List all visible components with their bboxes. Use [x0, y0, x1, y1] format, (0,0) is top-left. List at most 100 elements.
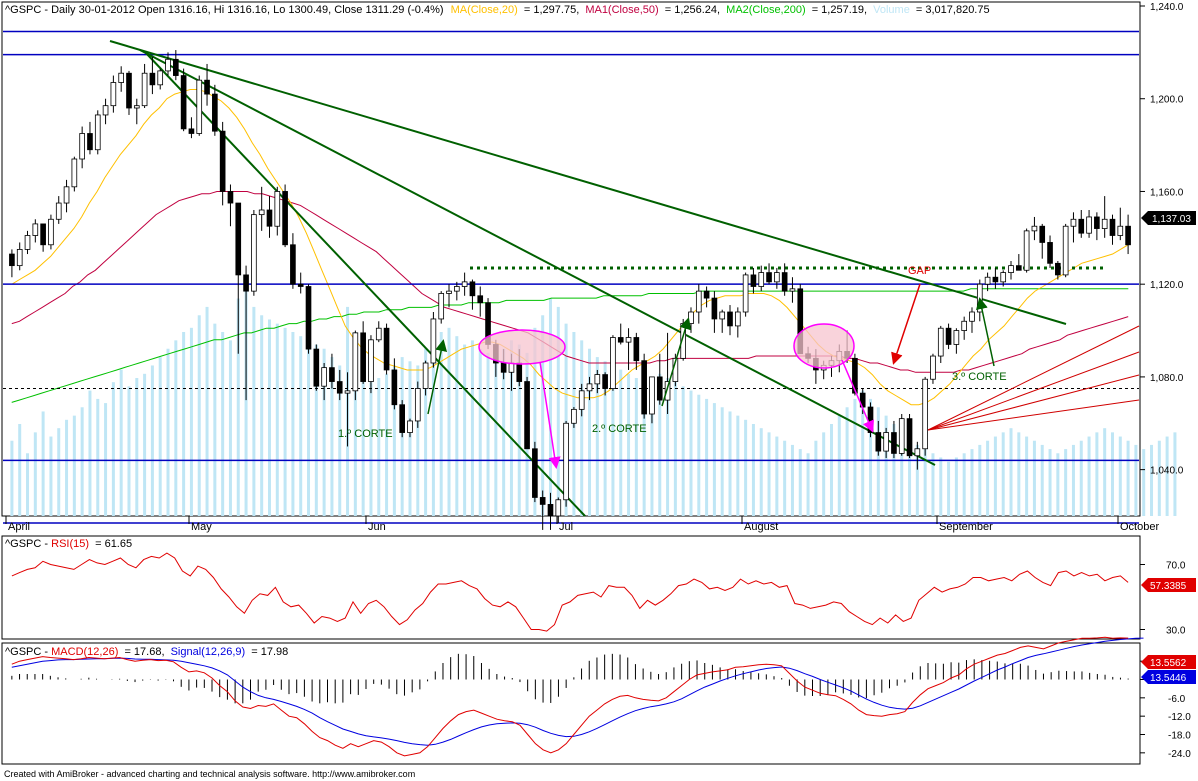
volume-bar	[1056, 453, 1060, 516]
candle-body-down	[992, 276, 999, 283]
candle	[9, 249, 15, 278]
candle-body-up	[594, 374, 601, 385]
volume-bar	[205, 306, 209, 516]
volume-bar	[1157, 440, 1161, 516]
price-tick-label: 1,200.0	[1150, 95, 1184, 106]
volume-bar	[1071, 444, 1075, 516]
candle-body-up	[758, 272, 765, 287]
macd-header-value: = 17.68,	[124, 646, 164, 658]
volume-bar	[463, 344, 467, 516]
volume-bar	[962, 453, 966, 516]
fan-line-4	[927, 399, 1140, 431]
candle	[422, 360, 429, 396]
volume-bar	[1032, 440, 1036, 516]
annotation-gap: GAP	[908, 265, 931, 277]
header-ma50-value: = 1,256.24,	[665, 4, 720, 16]
volume-bar	[845, 407, 849, 516]
candle-body-down	[875, 432, 882, 452]
volume-bar	[923, 449, 927, 516]
candle	[258, 186, 265, 231]
fan-lines	[927, 325, 1140, 431]
volume-bar	[783, 440, 787, 516]
volume-bar	[564, 323, 568, 516]
rsi-header-value: = 61.65	[95, 538, 132, 550]
candle-body-up	[1023, 230, 1030, 271]
candle-body-up	[555, 499, 562, 517]
candle-body-up	[664, 381, 671, 401]
volume-bar	[369, 382, 373, 516]
candle	[774, 267, 780, 289]
candle	[594, 369, 601, 394]
candle-body-down	[539, 497, 546, 505]
price-panel[interactable]	[1, 1, 1141, 517]
candle	[336, 369, 343, 401]
rsi-panel[interactable]	[1, 535, 1141, 640]
candle	[290, 233, 296, 289]
candle-body-up	[461, 281, 468, 287]
candle-body-down	[204, 79, 210, 95]
candle-body-up	[274, 191, 281, 227]
month-label: September	[939, 521, 993, 533]
volume-bar	[1142, 449, 1146, 516]
macd-tick-label: -24.0	[1168, 749, 1191, 760]
candle-body-down	[126, 72, 132, 109]
candle	[750, 267, 757, 294]
volume-bar	[416, 365, 420, 516]
candle-body-up	[883, 432, 889, 452]
arrow-magenta-1	[539, 361, 561, 469]
volume-bar	[72, 415, 76, 516]
candle-body-up	[930, 355, 936, 380]
volume-bar	[697, 394, 701, 516]
candle	[149, 57, 156, 95]
volume-bar	[182, 332, 186, 516]
candle	[586, 376, 593, 401]
candle-body-down	[477, 295, 484, 304]
candle-body-up	[1000, 272, 1007, 283]
last-price-tag: 1,137.03	[1141, 211, 1196, 225]
candle	[578, 383, 585, 417]
candle	[477, 286, 484, 317]
candle	[922, 376, 928, 456]
candle-body-down	[188, 128, 195, 134]
volume-bar	[993, 436, 997, 516]
candle-body-down	[469, 281, 476, 297]
volume-bar	[869, 398, 873, 516]
trend-line-mid	[139, 49, 936, 466]
macd-path	[11, 636, 1129, 757]
volume-bar	[931, 453, 935, 516]
candle-body-up	[94, 114, 101, 151]
candle-body-up	[688, 311, 694, 324]
candle	[48, 214, 54, 250]
candle	[961, 316, 968, 340]
volume-bar	[837, 415, 841, 516]
candle	[930, 353, 936, 384]
candle	[227, 184, 234, 227]
header-ma200-label: MA2(Close,200)	[726, 4, 805, 16]
trend-line-long	[109, 40, 1067, 325]
candle	[305, 284, 312, 354]
candle-body-up	[961, 320, 968, 331]
candle-body-up	[719, 311, 726, 320]
candle	[664, 332, 671, 414]
rsi-axis: 70.0 30.0	[1140, 561, 1186, 637]
price-tick-label: 1,240.0	[1150, 2, 1184, 13]
volume-bar	[548, 298, 552, 516]
candle-body-down	[766, 272, 772, 283]
candle	[1078, 210, 1085, 238]
candle	[727, 305, 733, 336]
candle-body-down	[235, 202, 242, 276]
volume-bar	[1126, 440, 1130, 516]
volume-bar	[330, 357, 334, 516]
volume-bar	[775, 436, 779, 516]
candle	[1039, 223, 1046, 259]
volume-bar	[861, 390, 865, 516]
volume-bar	[299, 336, 303, 516]
candle-body-down	[282, 191, 288, 246]
candle	[196, 75, 203, 136]
candle-body-up	[79, 133, 85, 160]
volume-bar	[986, 440, 990, 516]
candle	[313, 344, 320, 391]
volume-bar	[517, 344, 521, 516]
volume-bar	[580, 340, 584, 516]
candle	[102, 98, 109, 125]
